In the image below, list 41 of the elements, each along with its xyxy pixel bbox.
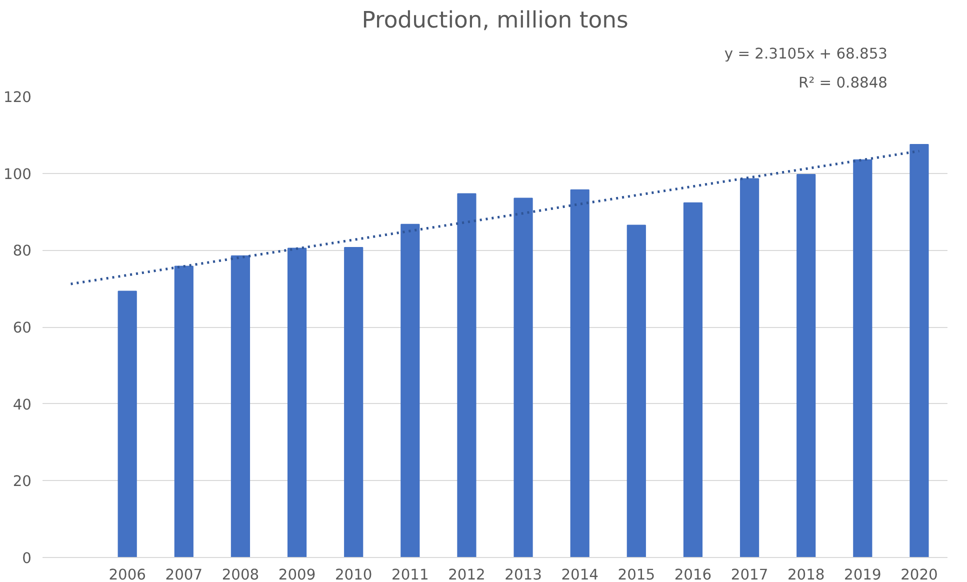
x-tick-label: 2006 (108, 566, 146, 582)
x-tick-label: 2008 (222, 566, 260, 582)
y-tick-label: 0 (22, 550, 32, 567)
y-tick-label: 100 (4, 166, 32, 183)
chart-title: Production, million tons (362, 8, 628, 34)
y-tick-label: 60 (12, 320, 32, 336)
y-tick-label: 20 (12, 473, 32, 490)
bar (570, 189, 590, 558)
y-tick-label: 80 (12, 242, 32, 260)
x-tick-label: 2014 (561, 566, 599, 582)
bar (457, 193, 476, 558)
text: R² = 0.8848 (798, 74, 888, 92)
x-tick-label: 2018 (787, 566, 825, 582)
bar (287, 248, 307, 558)
x-tick-label: 2013 (504, 566, 542, 582)
x-tick-label: 2007 (165, 566, 203, 582)
x-tick-label: 2016 (674, 566, 712, 582)
y-tick-label: 120 (4, 89, 32, 106)
text: y = 2.3105x + 68.853 (724, 46, 888, 62)
y-tick-label: 40 (12, 396, 32, 414)
bar (514, 198, 533, 558)
x-tick-label: 2020 (900, 566, 938, 582)
x-tick-label: 2012 (448, 566, 486, 582)
bar (910, 144, 929, 558)
bar (344, 246, 364, 558)
bar (683, 202, 703, 558)
x-tick-label: 2017 (730, 566, 768, 582)
bar (796, 174, 816, 558)
x-tick-label: 2011 (392, 566, 429, 582)
line-series (70, 150, 920, 286)
x-tick-label: 2019 (844, 566, 882, 582)
bar (118, 290, 137, 558)
bar (853, 159, 872, 558)
x-tick-label: 2010 (334, 566, 372, 582)
x-tick-label: 2015 (618, 566, 656, 582)
x-tick-label: 2009 (278, 566, 316, 582)
bar (626, 224, 646, 558)
bar (174, 266, 194, 558)
bar (230, 255, 250, 558)
bar (400, 224, 420, 558)
bar (740, 178, 760, 558)
